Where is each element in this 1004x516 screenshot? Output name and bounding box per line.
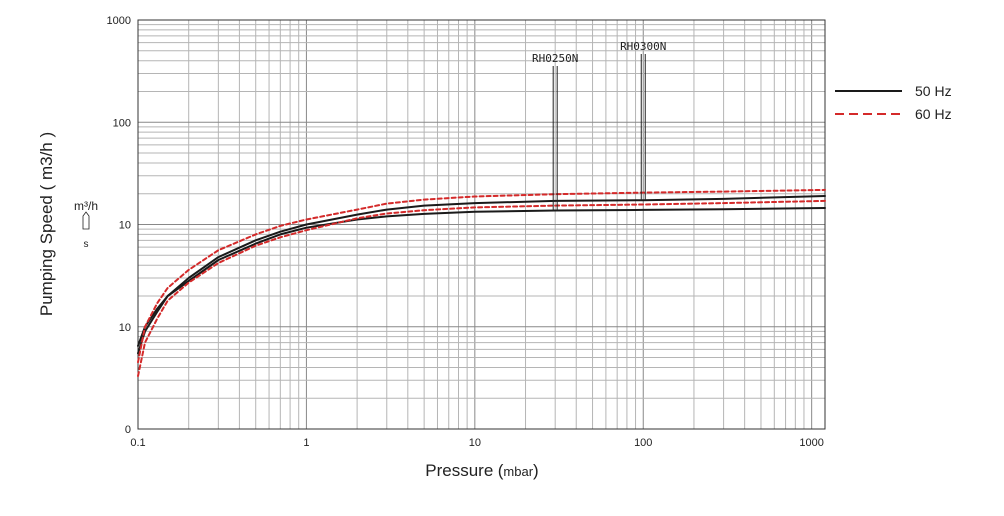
- series-line-rh0300n-50hz: [137, 195, 826, 355]
- y-tick-label: 10: [119, 220, 131, 232]
- x-axis-title-group: Pressure (mbar): [425, 461, 538, 480]
- plot-frame: [137, 19, 826, 430]
- x-tick-label: 1: [303, 437, 309, 449]
- y-unit-bottom: s: [84, 239, 89, 250]
- x-tick-label: 100: [634, 437, 652, 449]
- y-axis-title: Pumping Speed ( m3/h ): [37, 132, 56, 316]
- x-axis-title: Pressure: [425, 461, 493, 480]
- legend: 50 Hz 60 Hz: [835, 83, 952, 122]
- x-axis-unit: mbar: [503, 464, 533, 479]
- legend-label-60hz: 60 Hz: [915, 106, 952, 122]
- grid: [137, 20, 825, 430]
- y-tick-label: 10: [119, 322, 131, 334]
- model-label-rh0300n: RH0300N: [620, 40, 666, 53]
- legend-label-50hz: 50 Hz: [915, 83, 952, 99]
- y-unit-top: m³/h: [74, 199, 98, 213]
- annotation-layer: RH0250N RH0300N: [532, 40, 666, 211]
- y-tick-label: 1000: [107, 15, 131, 27]
- y-unit-marker: m³/h s: [74, 199, 98, 250]
- y-tick-label: 100: [113, 117, 131, 129]
- x-tick-label: 0.1: [130, 437, 145, 449]
- x-tick-labels: 0.1 1 10 100 1000: [130, 437, 824, 449]
- y-tick-label: 0: [125, 424, 131, 436]
- series-line-rh0300n-60hz: [137, 188, 826, 364]
- arrow-up-icon: [82, 211, 90, 230]
- x-tick-label: 1000: [799, 437, 823, 449]
- x-tick-label: 10: [469, 437, 481, 449]
- series-layer: [137, 188, 826, 377]
- series-line-rh0250n-60hz: [137, 199, 826, 377]
- model-label-rh0250n: RH0250N: [532, 52, 578, 65]
